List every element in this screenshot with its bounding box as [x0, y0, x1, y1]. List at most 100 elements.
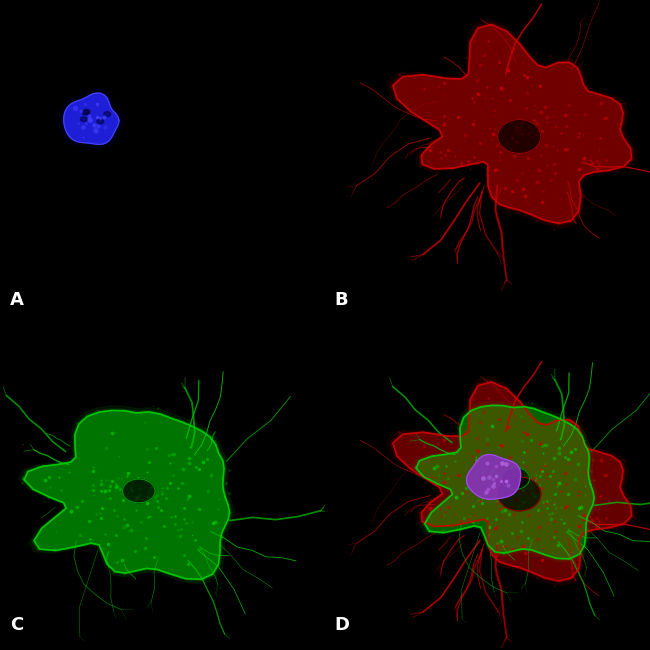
- Point: [485, 123, 495, 133]
- Point: [493, 442, 503, 452]
- Point: [472, 516, 482, 526]
- Point: [458, 36, 469, 46]
- Point: [123, 488, 133, 498]
- Point: [134, 490, 144, 501]
- Point: [170, 511, 180, 521]
- Point: [573, 424, 584, 435]
- Point: [504, 473, 515, 484]
- Point: [560, 502, 570, 512]
- Point: [525, 478, 535, 489]
- Point: [472, 159, 482, 169]
- Polygon shape: [414, 404, 596, 560]
- Point: [497, 475, 508, 486]
- Point: [472, 445, 482, 456]
- Point: [570, 473, 580, 484]
- Point: [190, 462, 201, 472]
- Point: [540, 460, 551, 470]
- Point: [519, 447, 530, 457]
- Point: [495, 512, 505, 523]
- Point: [489, 467, 500, 477]
- Point: [231, 514, 242, 524]
- Point: [489, 552, 499, 563]
- Point: [432, 166, 442, 177]
- Point: [469, 97, 480, 107]
- Point: [486, 541, 496, 552]
- Point: [479, 170, 489, 181]
- Point: [508, 116, 518, 126]
- Point: [206, 471, 216, 481]
- Point: [490, 523, 501, 533]
- Point: [100, 550, 110, 560]
- Point: [435, 504, 445, 514]
- Point: [593, 502, 604, 513]
- Point: [92, 112, 102, 123]
- Point: [618, 98, 629, 108]
- Point: [531, 405, 541, 415]
- Point: [99, 122, 110, 133]
- Point: [569, 444, 580, 454]
- Point: [65, 507, 75, 517]
- Point: [99, 112, 109, 122]
- Point: [479, 489, 489, 499]
- Point: [469, 114, 479, 125]
- Point: [398, 103, 408, 113]
- Point: [217, 529, 228, 539]
- Point: [587, 157, 597, 168]
- Point: [549, 581, 560, 592]
- Point: [142, 476, 152, 486]
- Point: [520, 553, 530, 564]
- Point: [452, 430, 463, 441]
- Point: [47, 512, 58, 523]
- Point: [512, 402, 523, 413]
- Point: [198, 456, 209, 467]
- Point: [537, 554, 547, 565]
- Point: [536, 464, 547, 474]
- Point: [519, 70, 529, 80]
- Point: [109, 573, 120, 583]
- Point: [522, 471, 532, 482]
- Point: [173, 525, 183, 535]
- Point: [38, 496, 49, 506]
- Point: [526, 405, 536, 415]
- Point: [492, 556, 502, 567]
- Point: [580, 467, 590, 477]
- Point: [443, 502, 454, 512]
- Point: [522, 88, 532, 99]
- Point: [136, 516, 147, 526]
- Point: [586, 517, 597, 528]
- Point: [118, 488, 129, 499]
- Point: [550, 168, 560, 178]
- Point: [436, 510, 447, 521]
- Point: [419, 508, 430, 519]
- Point: [480, 93, 490, 103]
- Point: [500, 540, 510, 551]
- Point: [621, 495, 632, 505]
- Point: [467, 93, 477, 103]
- Point: [84, 516, 95, 526]
- Point: [496, 83, 506, 93]
- Point: [532, 475, 542, 486]
- Point: [432, 461, 443, 471]
- Polygon shape: [467, 454, 521, 499]
- Point: [573, 132, 583, 142]
- Point: [184, 491, 194, 501]
- Point: [441, 461, 452, 471]
- Point: [526, 482, 536, 493]
- Point: [560, 467, 570, 478]
- Point: [577, 426, 587, 436]
- Point: [467, 450, 477, 461]
- Point: [497, 21, 508, 31]
- Point: [95, 508, 105, 518]
- Point: [456, 515, 466, 526]
- Point: [209, 517, 220, 528]
- Point: [111, 530, 122, 541]
- Point: [495, 461, 506, 471]
- Point: [484, 473, 495, 483]
- Point: [574, 163, 584, 174]
- Point: [514, 482, 525, 492]
- Point: [538, 185, 549, 196]
- Point: [489, 462, 499, 473]
- Point: [453, 112, 463, 122]
- Point: [450, 418, 460, 428]
- Point: [96, 513, 106, 523]
